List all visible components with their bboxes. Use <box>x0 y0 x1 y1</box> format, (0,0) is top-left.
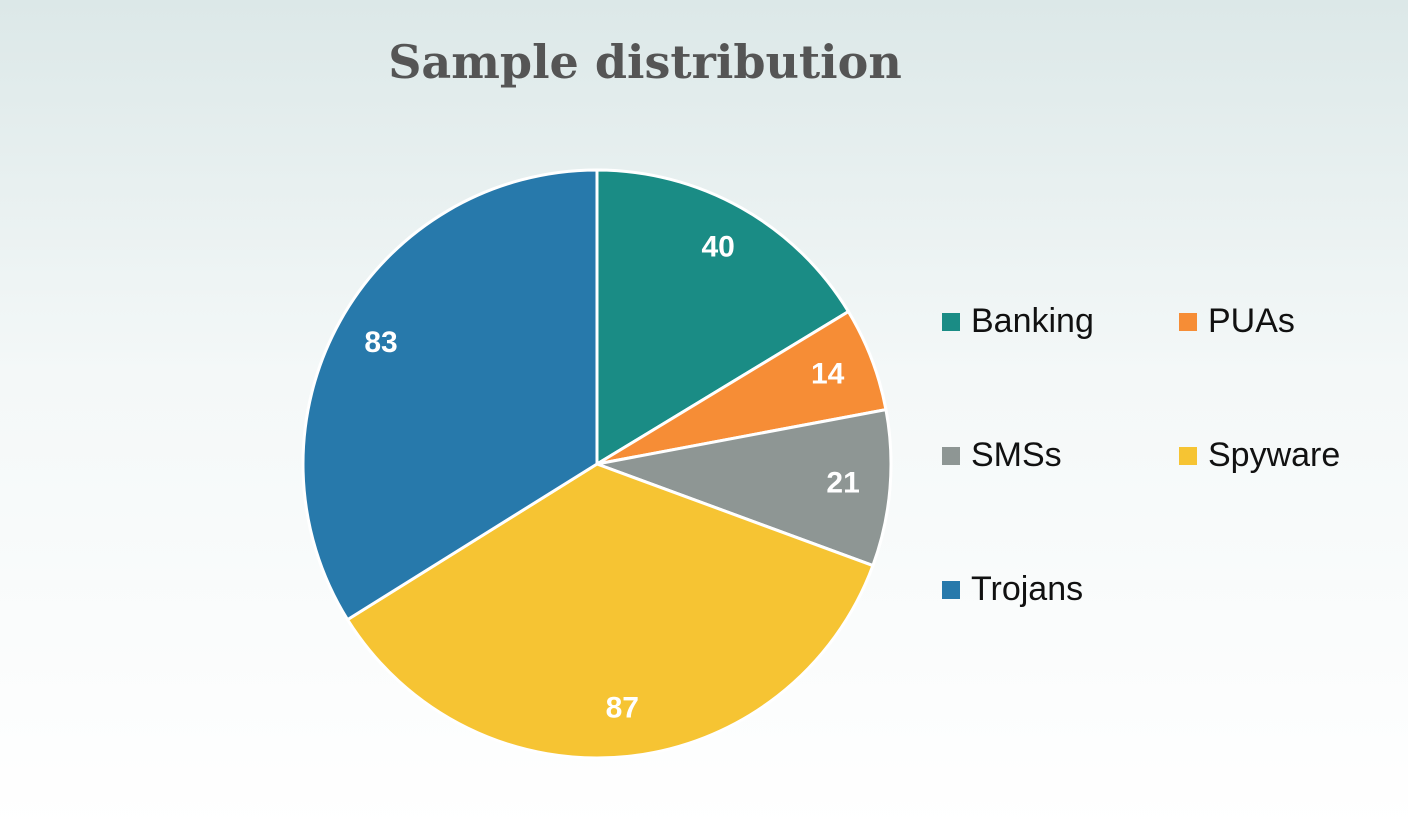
legend-label: Spyware <box>1208 436 1340 474</box>
pie-slice <box>595 168 851 467</box>
value-label: 21 <box>826 466 859 499</box>
legend-label: SMSs <box>971 436 1062 474</box>
value-label: 40 <box>702 231 735 264</box>
pie-slice <box>301 168 599 622</box>
value-label: 14 <box>811 358 845 391</box>
value-label: 87 <box>606 692 639 725</box>
chart-title: Sample distribution <box>388 35 902 89</box>
legend-marker <box>942 313 960 331</box>
legend-marker <box>942 447 960 465</box>
legend-label: PUAs <box>1208 302 1295 340</box>
legend-marker <box>1179 447 1197 465</box>
value-label: 83 <box>364 326 397 359</box>
legend-marker <box>1179 313 1197 331</box>
legend-label: Trojans <box>971 570 1083 608</box>
pie-slice <box>591 407 893 568</box>
pie-slice <box>345 462 875 760</box>
legend-label: Banking <box>971 302 1094 340</box>
legend-marker <box>942 581 960 599</box>
